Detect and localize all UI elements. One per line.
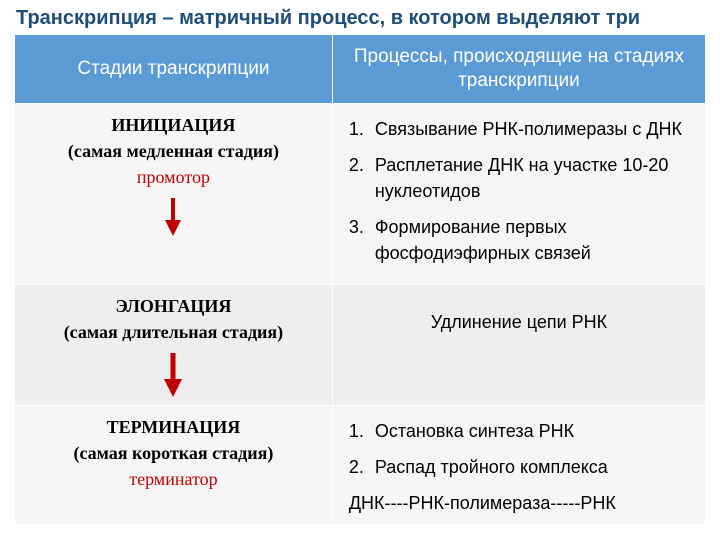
table-row: ИНИЦИАЦИЯ (самая медленная стадия) промо… [15,103,706,284]
stage-cell-termination: ТЕРМИНАЦИЯ (самая короткая стадия) терми… [15,406,333,525]
list-item: Остановка синтеза РНК [369,418,695,444]
process-cell-initiation: Связывание РНК-полимеразы с ДНК Расплета… [332,103,705,284]
col-header-stages: Стадии транскрипции [15,35,333,104]
page-title: Транскрипция – матричный процесс, в кото… [16,6,706,30]
stage-cell-elongation: ЭЛОНГАЦИЯ (самая длительная стадия) [15,284,333,405]
col-header-processes: Процессы, происходящие на стадиях транск… [332,35,705,104]
table-header-row: Стадии транскрипции Процессы, происходящ… [15,35,706,104]
stage-term: промотор [25,164,322,190]
transcription-table: Стадии транскрипции Процессы, происходящ… [14,34,706,525]
process-text: Удлинение цепи РНК [343,293,695,335]
stage-name: ИНИЦИАЦИЯ [25,112,322,138]
stage-note: (самая медленная стадия) [25,138,322,164]
down-arrow-icon [25,351,322,397]
process-cell-termination: Остановка синтеза РНК Распад тройного ко… [332,406,705,525]
down-arrow-icon [25,196,322,236]
slide: Транскрипция – матричный процесс, в кото… [0,0,720,540]
stage-name: ТЕРМИНАЦИЯ [25,414,322,440]
list-item: Связывание РНК-полимеразы с ДНК [369,116,695,142]
process-list: Связывание РНК-полимеразы с ДНК Расплета… [343,116,695,266]
list-item: Расплетание ДНК на участке 10-20 нуклеот… [369,152,695,204]
stage-term: терминатор [25,466,322,492]
table-row: ТЕРМИНАЦИЯ (самая короткая стадия) терми… [15,406,706,525]
complex-line: ДНК----РНК-полимераза-----РНК [349,490,695,516]
list-item: Распад тройного комплекса [369,454,695,480]
stage-note: (самая длительная стадия) [25,319,322,345]
stage-note: (самая короткая стадия) [25,440,322,466]
process-cell-elongation: Удлинение цепи РНК [332,284,705,405]
process-list: Остановка синтеза РНК Распад тройного ко… [343,418,695,480]
list-item: Формирование первых фосфодиэфирных связе… [369,214,695,266]
stage-name: ЭЛОНГАЦИЯ [25,293,322,319]
table-row: ЭЛОНГАЦИЯ (самая длительная стадия) Удли… [15,284,706,405]
stage-cell-initiation: ИНИЦИАЦИЯ (самая медленная стадия) промо… [15,103,333,284]
